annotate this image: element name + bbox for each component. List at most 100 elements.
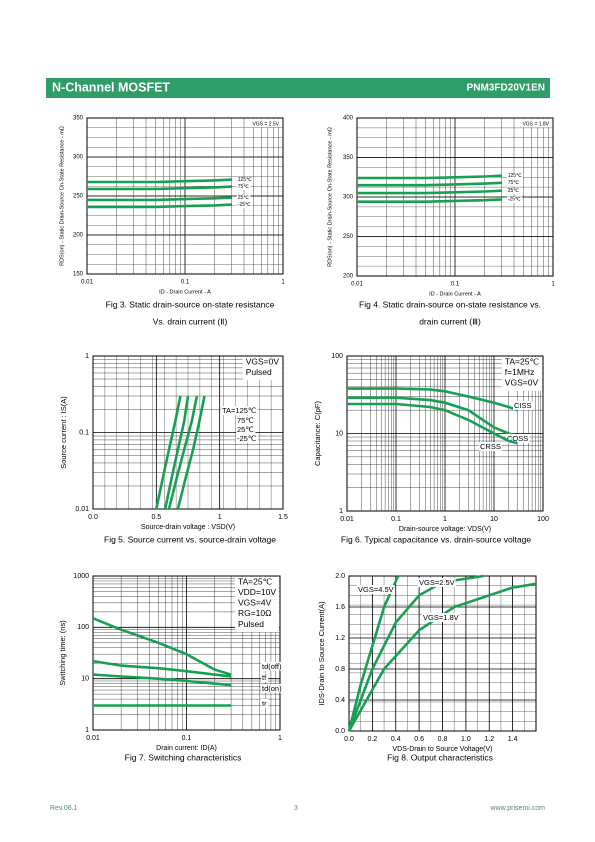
- series-line: [347, 396, 518, 439]
- x-tick-label: 1: [218, 514, 222, 521]
- label-bg: [236, 424, 256, 434]
- y-tick-label: 400: [343, 116, 354, 122]
- label-bg: [506, 180, 521, 187]
- series-label: CRSS: [480, 442, 501, 451]
- y-tick-label: 0.01: [75, 506, 89, 513]
- label-bg: [418, 577, 456, 587]
- figure-caption: Fig 3. Static drain-source on-state resi…: [106, 299, 275, 309]
- series-line: [347, 387, 518, 412]
- series-label: td(off): [262, 662, 282, 671]
- condition-text: VDD=10V: [238, 587, 276, 597]
- series-line: [155, 395, 182, 510]
- x-tick-label: 0.01: [81, 280, 93, 286]
- series-line: [347, 575, 400, 732]
- series-label: -25℃: [237, 434, 257, 443]
- footer-page: 3: [294, 805, 298, 812]
- y-axis-label: IDS-Drain to Source Current(A): [317, 601, 326, 706]
- series-line: [357, 181, 502, 187]
- label-bg: [236, 194, 251, 201]
- y-tick-label: 1.6: [335, 604, 345, 611]
- label-bg: [357, 584, 395, 594]
- y-tick-label: 1.2: [335, 635, 345, 642]
- y-tick-label: 350: [73, 116, 84, 122]
- series-line: [92, 617, 232, 676]
- label-bg: [261, 698, 269, 708]
- y-tick-label: 1: [85, 727, 89, 734]
- x-tick-label: 1.5: [278, 514, 288, 521]
- x-tick-label: 1: [281, 280, 285, 286]
- series-line: [87, 203, 232, 209]
- x-tick-label: 0.0: [88, 514, 98, 521]
- series-line: [357, 174, 502, 180]
- figure-caption: Fig 6. Typical capacitance vs. drain-sou…: [341, 534, 532, 544]
- x-axis-label: Drain current: ID(A): [156, 745, 217, 752]
- y-tick-label: 1: [85, 353, 89, 360]
- chart: 0.01 0.1 1 1 10 100 1000 td(off) tf td(on) tr TA=25…: [73, 573, 284, 742]
- label-bg: [221, 405, 258, 415]
- x-axis-label: VDS-Drain to Source Voltage(V): [393, 746, 493, 753]
- x-tick-label: 0.5: [151, 514, 161, 521]
- label-bg: [236, 183, 251, 190]
- y-tick-label: 0.1: [79, 429, 89, 436]
- series-label: VGS=2.5V: [419, 578, 455, 587]
- label-bg: [513, 400, 533, 410]
- y-tick-label: 150: [73, 272, 84, 278]
- y-tick-label: 1000: [73, 573, 89, 580]
- series-line: [87, 196, 232, 202]
- series-line: [92, 673, 232, 687]
- x-tick-label: 100: [537, 516, 549, 523]
- series-label: td(on): [262, 684, 282, 693]
- label-bg: [506, 433, 530, 443]
- x-tick-label: 0.0: [344, 736, 354, 743]
- label-bg: [506, 196, 522, 203]
- chart: 0.01 0.1 1 200 250 300 350 400 125℃75℃ 25℃ -25℃ VGS…: [343, 116, 555, 288]
- y-tick-label: 300: [73, 155, 84, 161]
- header-title: N-Channel MOSFET: [52, 80, 170, 94]
- x-tick-label: 10: [490, 516, 498, 523]
- header-part: PNM3FD20V1EN: [467, 83, 545, 94]
- label-bg: [261, 683, 284, 693]
- series-line: [163, 395, 190, 510]
- series-label: -25℃: [238, 202, 251, 208]
- y-axis-label: RDS(on) - Static Drain-Source On-State R…: [59, 126, 65, 266]
- chart: 0.0 0.5 1 1.5 0.01 0.1 1 TA=125℃75℃25℃-25℃ VGS=0…: [75, 353, 288, 521]
- condition-box: [519, 119, 552, 128]
- condition-text: TA=25℃: [238, 576, 273, 586]
- series-label: VGS=4.5V: [358, 585, 394, 594]
- condition-box: [501, 357, 542, 391]
- y-tick-label: 200: [343, 274, 354, 280]
- condition-box: [249, 119, 282, 128]
- x-tick-label: 1: [551, 282, 555, 288]
- label-bg: [479, 441, 502, 451]
- plot-frame: [86, 117, 284, 275]
- x-tick-label: 0.1: [451, 282, 460, 288]
- figure-caption: Vs. drain current (Ⅱ): [153, 316, 228, 326]
- y-tick-label: 100: [77, 624, 89, 631]
- y-tick-label: 0.4: [335, 697, 345, 704]
- y-tick-label: 0.0: [335, 728, 345, 735]
- x-tick-label: 1.2: [484, 736, 494, 743]
- y-tick-label: 0.8: [335, 666, 345, 673]
- label-bg: [506, 172, 524, 179]
- plot-frame: [356, 117, 554, 277]
- series-line: [87, 178, 232, 184]
- y-axis-label: RDS(on) - Static Drain-Source On-State R…: [327, 127, 333, 267]
- x-axis-label: Drain-source voltage: VDS(V): [399, 526, 491, 533]
- plot-frame: [348, 575, 537, 732]
- y-tick-label: 1: [339, 508, 343, 515]
- chart: 0.01 0.1 1 10 100 1 10 100 CISS COSS CRSS TA=25℃f=1…: [331, 353, 549, 523]
- conditions: VGS = 1.8V: [519, 119, 552, 127]
- series-label: 25℃: [508, 188, 520, 194]
- label-bg: [236, 415, 256, 425]
- y-tick-label: 350: [343, 155, 354, 161]
- y-tick-label: 100: [331, 353, 343, 360]
- series-label: COSS: [507, 434, 528, 443]
- y-tick-label: 250: [73, 194, 84, 200]
- footer-url: www.prisemi.com: [490, 805, 546, 812]
- series-line: [92, 659, 232, 678]
- condition-text: VGS=0V: [505, 378, 539, 388]
- series-label: -25℃: [508, 197, 521, 203]
